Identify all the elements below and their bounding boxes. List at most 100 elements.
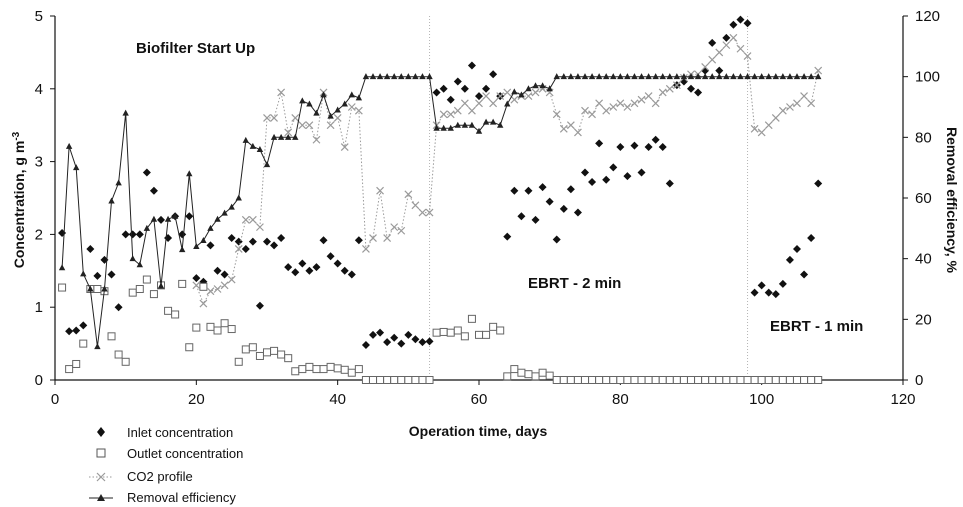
data-point	[651, 99, 660, 108]
data-point	[284, 263, 293, 272]
data-point	[496, 326, 505, 335]
data-point	[517, 368, 526, 377]
data-point	[715, 376, 724, 384]
y-left-tick-label: 0	[35, 372, 43, 389]
data-point	[404, 330, 413, 339]
data-point	[525, 85, 532, 92]
data-point	[107, 332, 116, 341]
data-series	[58, 15, 823, 384]
data-point	[397, 339, 406, 348]
data-point	[369, 376, 377, 384]
data-point	[439, 327, 448, 336]
data-point	[340, 365, 349, 374]
legend-item-inlet: Inlet concentration	[97, 425, 233, 440]
data-point	[227, 325, 236, 334]
data-point	[553, 73, 560, 80]
data-point	[439, 110, 448, 119]
data-point	[326, 362, 335, 371]
data-point	[658, 88, 667, 97]
data-point	[206, 241, 215, 250]
annotation-ebrt-2: EBRT - 2 min	[528, 275, 621, 292]
data-point	[135, 285, 144, 293]
data-point	[263, 113, 271, 122]
data-point	[581, 106, 589, 115]
data-point	[164, 215, 172, 222]
data-point	[631, 73, 638, 80]
data-point	[347, 270, 356, 279]
y-right-tick-label: 20	[915, 311, 932, 328]
data-point	[440, 124, 447, 131]
data-point	[771, 113, 780, 122]
data-point	[531, 372, 540, 381]
data-point	[559, 124, 568, 133]
data-point	[72, 326, 81, 335]
data-point	[722, 376, 731, 384]
data-point	[248, 343, 257, 352]
data-point	[644, 143, 653, 152]
data-point	[319, 236, 328, 245]
data-point	[467, 314, 476, 323]
data-point	[411, 376, 420, 384]
data-point	[602, 175, 611, 184]
data-point	[313, 109, 320, 116]
data-point	[354, 106, 363, 115]
data-point	[199, 299, 208, 308]
x-tick-label: 20	[188, 391, 205, 408]
data-point	[418, 376, 427, 384]
data-point	[164, 306, 173, 315]
data-point	[545, 371, 554, 380]
data-point	[638, 73, 645, 80]
data-point	[651, 376, 660, 384]
data-point	[743, 19, 752, 28]
data-point	[263, 161, 271, 168]
data-point	[383, 73, 391, 80]
data-point	[58, 283, 67, 292]
data-point	[532, 82, 539, 89]
data-point	[566, 121, 575, 130]
data-point	[644, 376, 653, 384]
data-point	[432, 328, 441, 337]
data-point	[680, 73, 688, 80]
data-point	[744, 73, 751, 80]
y-left-axis-title-exponent: -3	[11, 131, 22, 140]
data-point	[694, 88, 703, 97]
data-point	[213, 285, 222, 293]
data-point	[58, 264, 66, 271]
data-point	[142, 168, 151, 177]
data-point	[157, 215, 165, 224]
data-point	[475, 330, 483, 339]
data-point	[750, 288, 759, 297]
data-point	[729, 20, 738, 29]
legend-label-outlet: Outlet concentration	[127, 446, 243, 461]
data-point	[511, 88, 518, 95]
data-point	[241, 215, 250, 224]
data-point	[206, 287, 215, 296]
data-point	[630, 376, 639, 384]
data-point	[157, 282, 165, 289]
data-point	[114, 350, 123, 359]
data-point	[610, 73, 617, 80]
data-point	[390, 333, 399, 342]
data-point	[800, 376, 809, 384]
y-right-tick-label: 120	[915, 8, 940, 25]
data-point	[411, 201, 420, 210]
data-point	[347, 103, 356, 111]
data-point	[348, 91, 355, 98]
data-point	[333, 364, 342, 373]
data-point	[178, 279, 187, 288]
x-tick-label: 100	[749, 391, 774, 408]
data-point	[771, 290, 780, 299]
y-left-tick-label: 2	[35, 226, 43, 243]
legend-marker-co2	[96, 472, 106, 482]
data-point	[256, 223, 264, 232]
data-point	[489, 70, 498, 79]
data-point	[503, 88, 512, 97]
data-point	[567, 73, 575, 80]
data-point	[687, 84, 695, 93]
data-point	[213, 326, 222, 335]
series-inlet-concentration	[58, 15, 823, 350]
data-point	[518, 91, 525, 98]
data-point	[559, 204, 568, 213]
data-point	[390, 376, 399, 384]
data-point	[255, 301, 264, 310]
